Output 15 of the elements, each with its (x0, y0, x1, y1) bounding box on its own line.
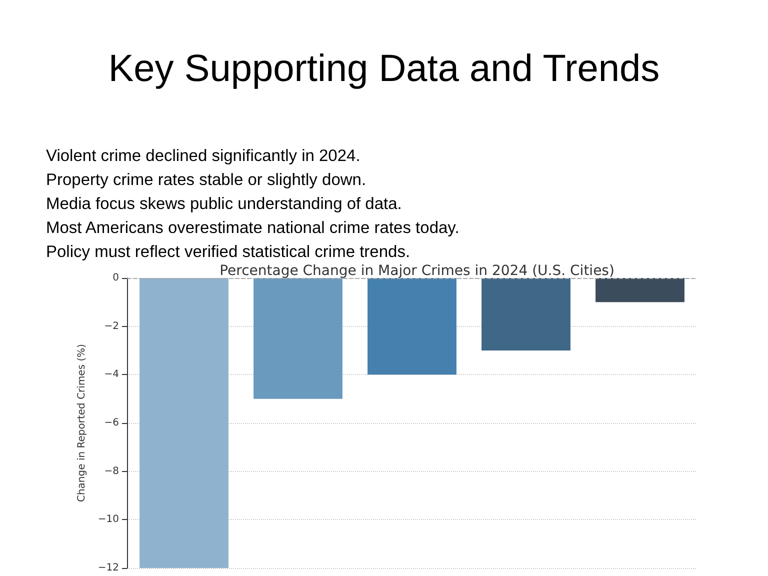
y-tick-label: −2 (104, 320, 119, 332)
text: Property crime rates stable or slightly down. (46, 170, 368, 191)
text: Policy must reflect verified statistical crime trends. (46, 242, 412, 263)
y-tick-label: −4 (104, 369, 119, 380)
text: Violent crime declined significantly in 2024. (46, 146, 362, 167)
y-tick-label: −10 (98, 514, 119, 526)
y-tick-label: −12 (98, 562, 119, 574)
y-tick-label: −6 (104, 418, 119, 428)
text: Most Americans overestimate national crime rates today. (46, 218, 460, 239)
y-tick-label: 0 (112, 272, 119, 284)
y-tick-label: −8 (104, 466, 119, 477)
y-axis-title: Change in Reported Crimes (%) (76, 344, 88, 502)
chart-title: Percentage Change in Major Crimes in 2024 (U.S. Cities) (220, 263, 614, 279)
text: Media focus skews public understanding of data. (46, 194, 403, 215)
text: Key Supporting Data and Trends (107, 48, 661, 91)
